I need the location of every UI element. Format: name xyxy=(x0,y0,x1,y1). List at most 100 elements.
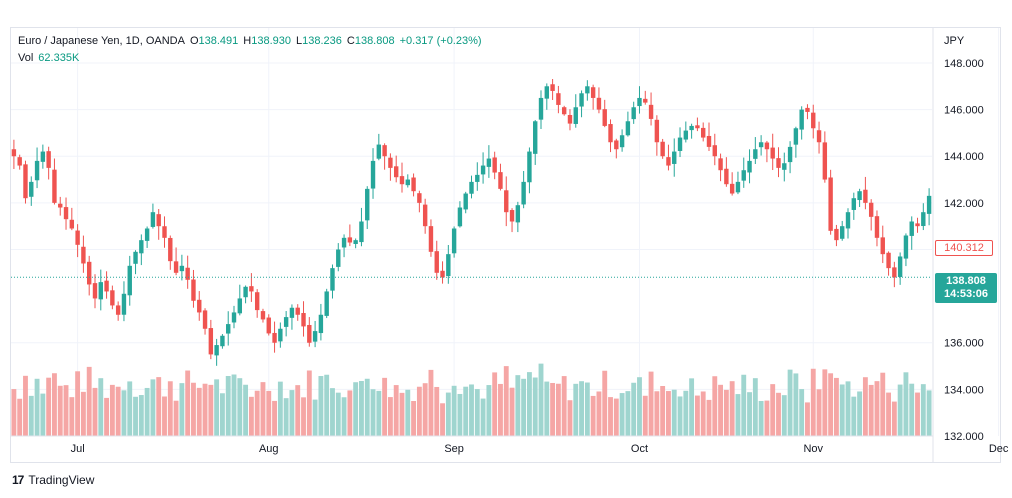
candle-body xyxy=(828,177,833,231)
candle-body xyxy=(654,119,660,143)
candle xyxy=(226,311,231,346)
volume-bar xyxy=(642,395,648,436)
volume-bar xyxy=(677,396,683,436)
candle xyxy=(411,173,416,197)
candle-body xyxy=(388,157,393,168)
volume-bar xyxy=(237,378,243,436)
volume-bar xyxy=(584,382,590,436)
brand-name: TradingView xyxy=(28,473,95,487)
candle-body xyxy=(776,158,781,168)
candle xyxy=(782,152,787,182)
candle-body xyxy=(220,335,225,347)
candle-body xyxy=(23,164,28,199)
candle xyxy=(173,247,179,276)
volume-bar xyxy=(214,379,220,436)
candle xyxy=(897,252,903,285)
candle xyxy=(793,126,799,158)
candle xyxy=(695,117,700,132)
candle xyxy=(463,191,468,214)
volume-bar xyxy=(312,399,318,436)
legend-volume: Vol 62.335K xyxy=(18,52,84,64)
candle-body xyxy=(683,130,689,140)
candle xyxy=(550,78,555,100)
brand[interactable]: 17 TradingView xyxy=(12,473,94,487)
candle xyxy=(115,301,121,321)
volume-bar xyxy=(903,372,909,436)
candle xyxy=(289,304,295,330)
candle-body xyxy=(185,267,190,280)
candle xyxy=(567,109,573,131)
candle-body xyxy=(29,181,34,197)
candle-body xyxy=(851,198,857,210)
volume-bar xyxy=(75,371,81,436)
candle-body xyxy=(556,93,561,105)
candle-body xyxy=(168,237,173,262)
volume-bar xyxy=(324,374,330,436)
countdown: 14:53:06 xyxy=(943,288,989,300)
candle xyxy=(579,90,584,118)
candle xyxy=(330,264,335,299)
volume-bar xyxy=(735,394,741,436)
volume-bar xyxy=(596,391,602,436)
candle xyxy=(260,308,266,323)
candle-body xyxy=(428,226,434,252)
volume-bar xyxy=(521,378,527,436)
candle xyxy=(799,106,804,140)
candle-body xyxy=(115,305,121,315)
candle-body xyxy=(700,127,706,138)
candle-body xyxy=(822,142,828,180)
candle-body xyxy=(608,124,613,143)
candle xyxy=(341,234,347,258)
last-price-badge: 138.808 14:53:06 xyxy=(935,273,997,303)
volume-bar xyxy=(306,370,312,436)
candle-body xyxy=(735,181,741,193)
time-tick-label: Oct xyxy=(631,443,648,455)
volume-bar xyxy=(405,389,411,436)
candle-body xyxy=(486,158,492,167)
candle xyxy=(747,149,752,184)
candle xyxy=(822,131,828,183)
tradingview-logo-icon: 17 xyxy=(12,473,24,487)
volume-bar xyxy=(526,372,532,436)
volume-bar xyxy=(127,381,133,436)
candle-body xyxy=(121,293,127,315)
candle-body xyxy=(202,310,208,329)
candle-body xyxy=(81,246,86,264)
last-price: 138.808 xyxy=(946,275,986,287)
candle-body xyxy=(689,125,694,131)
candle-body xyxy=(857,191,862,201)
candle xyxy=(110,285,115,310)
candle-body xyxy=(770,147,775,159)
candle-body xyxy=(254,292,260,311)
candle-body xyxy=(92,283,98,299)
candle-body xyxy=(266,317,271,334)
volume-bar xyxy=(370,389,376,436)
candle xyxy=(672,138,677,177)
ma-value-badge: 140.312 xyxy=(935,240,993,256)
candle xyxy=(144,226,150,248)
candle xyxy=(318,303,324,341)
volume-bar xyxy=(660,385,666,436)
volume-bar xyxy=(422,383,428,436)
volume-bar xyxy=(196,387,202,436)
volume-bar xyxy=(92,387,98,436)
price-tick-label: 142.000 xyxy=(944,198,984,210)
close-value: 138.808 xyxy=(354,35,395,47)
candle xyxy=(475,162,480,191)
candle xyxy=(666,144,671,171)
candle-body xyxy=(758,142,764,148)
volume-bar xyxy=(498,383,503,436)
candle-body xyxy=(921,212,926,227)
volume-bar xyxy=(474,389,480,436)
candle-body xyxy=(590,87,596,98)
volume-bar xyxy=(434,386,440,436)
candle-body xyxy=(307,324,312,343)
volume-bar xyxy=(457,393,463,436)
volume-bar xyxy=(445,392,451,436)
candle-body xyxy=(544,86,550,99)
candle xyxy=(63,197,69,230)
candle xyxy=(834,224,839,247)
low-label: L xyxy=(295,35,303,47)
legend-symbol: Euro / Japanese Yen, 1D, OANDA xyxy=(18,35,185,47)
